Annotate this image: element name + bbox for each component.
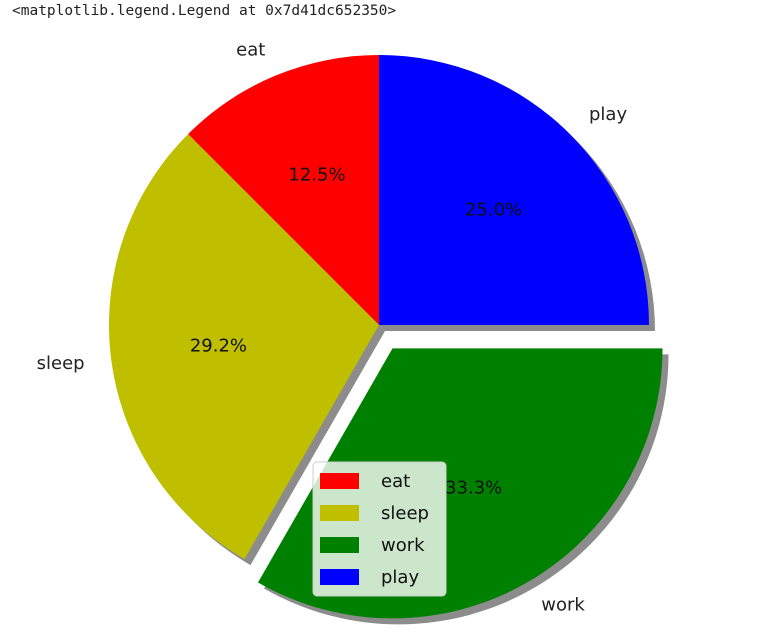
category-label-work: work [541, 594, 585, 615]
legend-swatch-sleep [320, 505, 359, 521]
legend-label-sleep: sleep [381, 503, 429, 524]
legend-swatch-work [320, 537, 359, 553]
legend-swatch-play [320, 569, 359, 585]
percent-label-eat: 12.5% [288, 164, 345, 185]
legend-swatch-eat [320, 473, 359, 489]
category-labels: eat sleep work play [37, 40, 628, 616]
cell-output-text: <matplotlib.legend.Legend at 0x7d41dc652… [12, 3, 397, 19]
percent-label-sleep: 29.2% [190, 335, 247, 356]
category-label-sleep: sleep [37, 353, 85, 374]
percent-labels: 12.5% 29.2% 33.3% 25.0% [190, 164, 522, 498]
pie-slice-play [379, 55, 649, 325]
legend: eat sleep work play [312, 461, 447, 597]
percent-label-work: 33.3% [445, 478, 502, 499]
legend-label-play: play [381, 567, 419, 588]
legend-label-work: work [381, 535, 425, 556]
legend-frame [312, 461, 447, 597]
percent-label-play: 25.0% [465, 199, 522, 220]
category-label-eat: eat [236, 40, 265, 61]
legend-label-eat: eat [381, 471, 410, 492]
pie-slice-eat [188, 55, 379, 325]
pie-slice-sleep [108, 134, 379, 560]
category-label-play: play [589, 104, 627, 125]
